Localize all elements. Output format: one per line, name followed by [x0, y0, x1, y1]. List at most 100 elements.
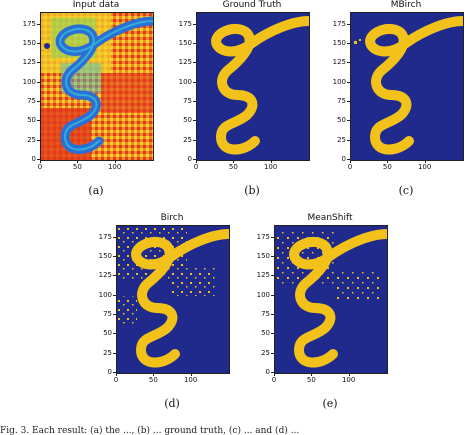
- y-tick-label: 75: [183, 96, 192, 105]
- y-tick-label: 25: [337, 135, 346, 144]
- ground-truth-image: [196, 12, 310, 161]
- y-tick-mark: [193, 159, 196, 160]
- meanshift-image: [274, 225, 388, 374]
- y-tick-mark: [193, 139, 196, 141]
- y-tick-label: 0: [31, 155, 36, 163]
- y-tick-mark: [347, 42, 350, 44]
- y-tick-label: 175: [256, 232, 270, 241]
- x-tick-label: 0: [37, 163, 43, 171]
- y-tick-mark: [113, 313, 116, 315]
- x-tick-mark: [114, 160, 116, 163]
- panel-d: Birch 0 25 50 75 100 125 150 175 0 50 100: [78, 213, 238, 413]
- panel-b: Ground Truth 0 25 50 75 100 125 150 175 0 50 100: [160, 0, 320, 200]
- panel-title: Ground Truth: [222, 0, 282, 10]
- x-tick-mark: [348, 373, 350, 376]
- panel-title: Birch: [160, 213, 184, 223]
- x-tick-label: 100: [183, 376, 198, 384]
- y-tick-mark: [347, 100, 350, 102]
- x-tick-mark: [196, 160, 197, 163]
- x-tick-mark: [77, 160, 79, 163]
- y-tick-mark: [37, 120, 40, 122]
- y-tick-label: 25: [27, 135, 36, 144]
- x-tick-mark: [270, 160, 272, 163]
- x-tick-mark: [311, 373, 313, 376]
- y-tick-label: 150: [22, 38, 36, 47]
- y-tick-mark: [113, 236, 116, 238]
- input-data-image: [40, 12, 154, 161]
- y-tick-label: 75: [337, 96, 346, 105]
- y-tick-mark: [347, 120, 350, 122]
- x-tick-label: 50: [72, 163, 82, 171]
- panel-c: MBirch 0 25 50 75 100 125 150 175 0 50 100: [316, 0, 474, 200]
- y-tick-mark: [193, 120, 196, 122]
- y-tick-mark: [113, 294, 116, 296]
- panel-title: Input data: [72, 0, 120, 10]
- panel-caption-d: (d): [164, 397, 180, 410]
- y-tick-mark: [37, 42, 40, 44]
- y-tick-mark: [113, 333, 116, 335]
- y-tick-mark: [271, 372, 274, 373]
- y-tick-mark: [271, 313, 274, 315]
- y-tick-label: 50: [27, 116, 36, 125]
- y-tick-label: 125: [22, 58, 36, 67]
- y-tick-label: 125: [98, 271, 112, 280]
- figure-caption: Fig. 3. Each result: (a) the ..., (b) ..…: [0, 426, 300, 435]
- y-tick-label: 100: [22, 77, 36, 86]
- y-tick-mark: [113, 372, 116, 373]
- input-data-heatmap: [41, 13, 153, 160]
- y-tick-label: 50: [183, 116, 192, 125]
- y-tick-label: 175: [98, 232, 112, 241]
- y-tick-mark: [37, 23, 40, 25]
- y-tick-mark: [37, 159, 40, 160]
- panel-title: MBirch: [390, 0, 422, 10]
- y-tick-mark: [193, 42, 196, 44]
- y-tick-label: 125: [256, 271, 270, 280]
- y-tick-label: 50: [103, 329, 112, 338]
- x-tick-label: 100: [107, 163, 122, 171]
- y-tick-label: 100: [178, 77, 192, 86]
- y-tick-label: 100: [256, 290, 270, 299]
- meanshift-map: [275, 226, 387, 373]
- y-tick-label: 75: [103, 309, 112, 318]
- panel-caption-c: (c): [398, 184, 414, 197]
- y-tick-label: 0: [265, 368, 270, 376]
- y-tick-label: 50: [337, 116, 346, 125]
- y-tick-mark: [37, 81, 40, 83]
- y-tick-mark: [113, 275, 116, 277]
- y-tick-mark: [193, 62, 196, 64]
- y-tick-mark: [347, 81, 350, 83]
- y-tick-mark: [37, 139, 40, 141]
- x-tick-label: 100: [341, 376, 356, 384]
- y-tick-label: 100: [98, 290, 112, 299]
- y-tick-label: 25: [261, 348, 270, 357]
- x-tick-label: 50: [228, 163, 238, 171]
- y-tick-mark: [271, 255, 274, 257]
- y-tick-label: 25: [183, 135, 192, 144]
- y-tick-mark: [271, 294, 274, 296]
- y-tick-mark: [347, 139, 350, 141]
- y-tick-label: 150: [332, 38, 346, 47]
- y-tick-mark: [347, 159, 350, 160]
- birch-image: [116, 225, 230, 374]
- y-tick-label: 150: [256, 251, 270, 260]
- x-tick-label: 0: [271, 376, 277, 384]
- y-tick-label: 100: [332, 77, 346, 86]
- panel-e: MeanShift 0 25 50 75 100 125 150 175 0 50 100: [236, 213, 396, 413]
- x-tick-mark: [387, 160, 389, 163]
- panel-caption-e: (e): [322, 397, 338, 410]
- x-tick-mark: [424, 160, 426, 163]
- panel-a: Input data 0 25 50 75 100 125 150 175 0 50 100: [0, 0, 160, 200]
- y-tick-mark: [193, 81, 196, 83]
- x-tick-mark: [153, 373, 155, 376]
- x-tick-label: 100: [417, 163, 432, 171]
- x-tick-mark: [116, 373, 117, 376]
- y-tick-mark: [271, 236, 274, 238]
- mbirch-map: [351, 13, 463, 160]
- y-tick-label: 150: [98, 251, 112, 260]
- y-tick-mark: [271, 275, 274, 277]
- y-tick-label: 75: [261, 309, 270, 318]
- y-tick-label: 150: [178, 38, 192, 47]
- mbirch-image: [350, 12, 464, 161]
- x-tick-label: 100: [263, 163, 278, 171]
- x-tick-label: 50: [148, 376, 158, 384]
